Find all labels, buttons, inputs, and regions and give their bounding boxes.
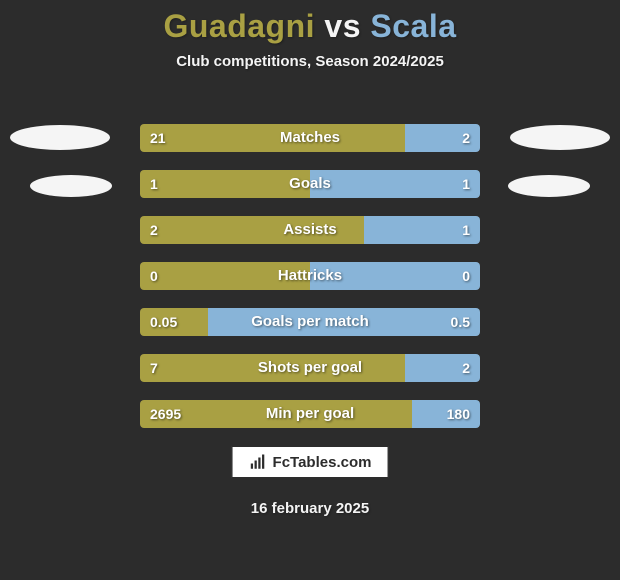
footer-date: 16 february 2025	[0, 500, 620, 517]
stat-label: Goals	[140, 170, 480, 198]
player1-name: Guadagni	[163, 8, 315, 44]
player2-avatar-placeholder	[510, 125, 610, 150]
stat-row: 72Shots per goal	[140, 354, 480, 382]
stats-container: 212Matches 11Goals 21Assists 00Hattricks 0.0…	[140, 124, 480, 446]
stat-label: Goals per match	[140, 308, 480, 336]
stat-label: Min per goal	[140, 400, 480, 428]
stat-label: Assists	[140, 216, 480, 244]
player2-name: Scala	[370, 8, 456, 44]
stat-row: 2695180Min per goal	[140, 400, 480, 428]
stat-row: 21Assists	[140, 216, 480, 244]
stat-label: Shots per goal	[140, 354, 480, 382]
stat-row: 212Matches	[140, 124, 480, 152]
stat-row: 0.050.5Goals per match	[140, 308, 480, 336]
stat-row: 11Goals	[140, 170, 480, 198]
subtitle: Club competitions, Season 2024/2025	[0, 53, 620, 70]
brand-badge: FcTables.com	[232, 446, 389, 478]
brand-text: FcTables.com	[273, 454, 372, 471]
comparison-title: Guadagni vs Scala	[0, 0, 620, 45]
player1-shadow-ellipse	[30, 175, 112, 197]
vs-text: vs	[324, 8, 361, 44]
stat-label: Matches	[140, 124, 480, 152]
chart-icon	[249, 453, 267, 471]
player1-avatar-placeholder	[10, 125, 110, 150]
stat-row: 00Hattricks	[140, 262, 480, 290]
player2-shadow-ellipse	[508, 175, 590, 197]
stat-label: Hattricks	[140, 262, 480, 290]
